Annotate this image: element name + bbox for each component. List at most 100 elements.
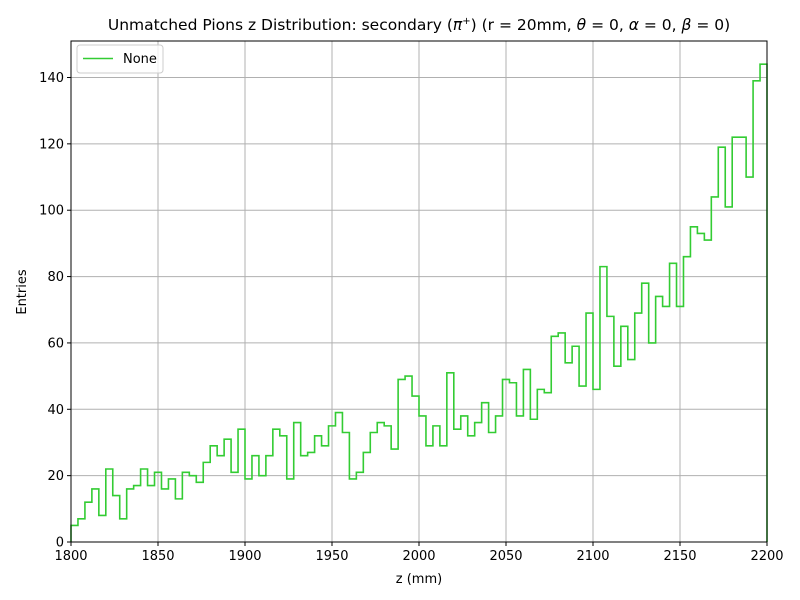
x-tick-label: 1850	[141, 549, 174, 564]
histogram-bin	[663, 306, 670, 542]
histogram-bin	[106, 469, 113, 542]
histogram-bin	[482, 403, 489, 542]
histogram-bin	[182, 472, 189, 542]
y-tick-label: 20	[47, 469, 64, 484]
histogram-bin	[509, 383, 516, 542]
histogram-bin	[454, 429, 461, 542]
legend-box	[76, 44, 164, 74]
legend: None	[76, 44, 164, 74]
x-tick-label: 2050	[489, 549, 522, 564]
histogram-bin	[363, 452, 370, 542]
y-tick-label: 0	[56, 536, 64, 551]
histogram-bin	[690, 227, 697, 542]
x-tick-label: 1950	[315, 549, 348, 564]
histogram-bin	[753, 81, 760, 542]
histogram-bin	[71, 525, 78, 542]
histogram-bin	[697, 233, 704, 542]
histogram-bin	[377, 423, 384, 542]
histogram-bin	[315, 436, 322, 542]
histogram-bin	[120, 519, 127, 542]
histogram-bin	[670, 263, 677, 542]
histogram-bin	[175, 499, 182, 542]
histogram-bin	[189, 476, 196, 542]
histogram-bin	[496, 416, 503, 542]
histogram-bin	[231, 472, 238, 542]
histogram-bin	[259, 476, 266, 542]
y-tick-label: 40	[47, 403, 64, 418]
histogram-bin	[635, 313, 642, 542]
axis-ticks: 1800 1850 1900 1950 2000 2050 2100 2150 2200 0 20 4…	[39, 71, 783, 564]
histogram-bin	[168, 479, 175, 542]
histogram-bin	[649, 343, 656, 542]
y-tick-label: 120	[39, 137, 64, 152]
y-tick-label: 60	[47, 336, 64, 351]
histogram-bin	[148, 486, 155, 542]
histogram-bin	[677, 306, 684, 542]
histogram-bin	[273, 429, 280, 542]
histogram-bin	[447, 373, 454, 542]
histogram-bin	[544, 393, 551, 542]
histogram-bin	[419, 416, 426, 542]
x-tick-label: 2000	[402, 549, 435, 564]
histogram-bin	[113, 496, 120, 542]
x-tick-label: 1800	[54, 549, 87, 564]
histogram-bin	[558, 333, 565, 542]
histogram-bin	[287, 479, 294, 542]
histogram-bin	[600, 267, 607, 542]
histogram-bin	[398, 379, 405, 542]
histogram-bin	[161, 489, 168, 542]
histogram-bin	[586, 313, 593, 542]
y-tick-label: 140	[39, 71, 64, 86]
histogram-bin	[572, 346, 579, 542]
histogram-bin	[461, 416, 468, 542]
histogram-bin	[628, 360, 635, 542]
y-tick-label: 100	[39, 204, 64, 219]
histogram-bin	[370, 433, 377, 542]
histogram-bin	[516, 416, 523, 542]
x-tick-label: 2200	[750, 549, 783, 564]
x-tick-label: 2100	[576, 549, 609, 564]
histogram-bin	[141, 469, 148, 542]
histogram-bin	[739, 137, 746, 542]
histogram-bin	[99, 515, 106, 542]
histogram-bin	[245, 479, 252, 542]
histogram-bin	[335, 413, 342, 542]
histogram-bin	[551, 336, 558, 542]
histogram-bin	[196, 482, 203, 542]
histogram-bin	[217, 456, 224, 542]
histogram-bin	[349, 479, 356, 542]
histogram-bin	[203, 462, 210, 542]
histogram-bin	[384, 426, 391, 542]
chart-title: Unmatched Pions z Distribution: secondar…	[108, 16, 730, 34]
histogram-bin	[642, 283, 649, 542]
x-tick-label: 2150	[663, 549, 696, 564]
histogram-bin	[475, 423, 482, 542]
histogram-bin	[127, 489, 134, 542]
histogram-bin	[656, 296, 663, 542]
histogram-bin	[593, 389, 600, 542]
histogram-bin	[537, 389, 544, 542]
histogram-bin	[252, 456, 259, 542]
histogram-bin	[683, 257, 690, 542]
histogram-bin	[433, 426, 440, 542]
histogram-bin	[412, 396, 419, 542]
histogram-bin	[718, 147, 725, 542]
histogram-bin	[746, 177, 753, 542]
histogram-bin	[391, 449, 398, 542]
histogram-bin	[280, 436, 287, 542]
histogram-bin	[308, 452, 315, 542]
histogram-bin	[440, 446, 447, 542]
histogram-bin	[426, 446, 433, 542]
histogram-bin	[732, 137, 739, 542]
histogram-bin	[468, 436, 475, 542]
legend-label: None	[123, 52, 157, 67]
y-axis-label: Entries	[15, 269, 30, 315]
histogram-bin	[579, 386, 586, 542]
histogram-bin	[711, 197, 718, 542]
histogram-bin	[134, 486, 141, 542]
histogram-bin	[489, 433, 496, 542]
histogram-bin	[356, 472, 363, 542]
histogram-bin	[530, 419, 537, 542]
histogram-bin	[210, 446, 217, 542]
histogram-bin	[155, 472, 162, 542]
